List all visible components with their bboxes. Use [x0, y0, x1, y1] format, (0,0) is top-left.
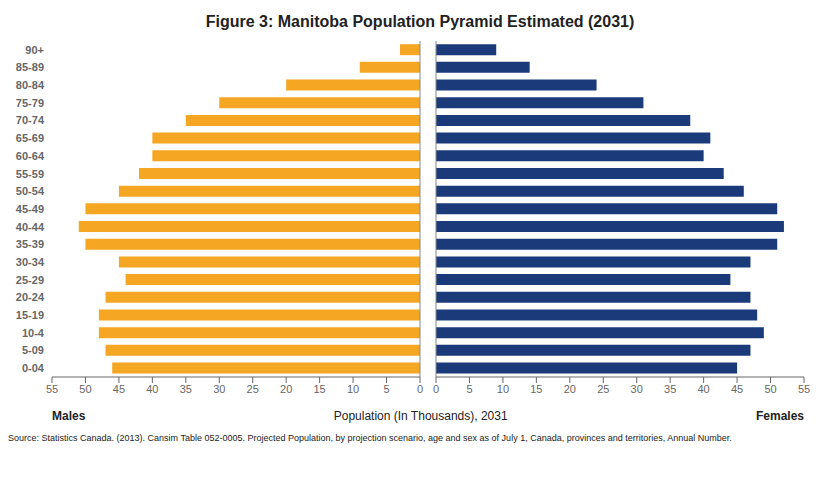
- svg-text:50: 50: [79, 383, 91, 395]
- html-text:Figure 3: Manitoba Population: Figure 3: Manitoba Population Pyramid Es…: [205, 13, 635, 30]
- svg-text:5: 5: [383, 383, 389, 395]
- svg-text:10: 10: [347, 383, 359, 395]
- svg-text:15-19: 15-19: [16, 309, 44, 321]
- html-text:Females: Females: [756, 409, 804, 423]
- svg-text:50: 50: [764, 383, 776, 395]
- svg-text:55: 55: [798, 383, 810, 395]
- svg-text:20: 20: [564, 383, 576, 395]
- svg-text:20-24: 20-24: [16, 291, 45, 303]
- svg-text:20: 20: [280, 383, 292, 395]
- html-text:Population (In Thousands), 203: Population (In Thousands), 2031: [333, 409, 508, 423]
- svg-text:40: 40: [698, 383, 710, 395]
- svg-text:90+: 90+: [25, 44, 44, 56]
- svg-text:55: 55: [46, 383, 58, 395]
- svg-text:25: 25: [597, 383, 609, 395]
- svg-text:45: 45: [731, 383, 743, 395]
- svg-text:25: 25: [247, 383, 259, 395]
- svg-text:15: 15: [530, 383, 542, 395]
- svg-text:35: 35: [180, 383, 192, 395]
- svg-text:10: 10: [497, 383, 509, 395]
- svg-text:50-54: 50-54: [16, 185, 45, 197]
- svg-text:70-74: 70-74: [16, 114, 45, 126]
- svg-text:65-69: 65-69: [16, 132, 44, 144]
- svg-text:0: 0: [417, 383, 423, 395]
- svg-text:40-44: 40-44: [16, 221, 45, 233]
- svg-text:30: 30: [631, 383, 643, 395]
- svg-text:35: 35: [664, 383, 676, 395]
- svg-text:45-49: 45-49: [16, 203, 44, 215]
- svg-text:40: 40: [146, 383, 158, 395]
- svg-text:55-59: 55-59: [16, 168, 44, 180]
- svg-text:75-79: 75-79: [16, 97, 44, 109]
- svg-text:45: 45: [113, 383, 125, 395]
- svg-text:30-34: 30-34: [16, 256, 45, 268]
- svg-text:5-09: 5-09: [22, 344, 44, 356]
- svg-text:35-39: 35-39: [16, 238, 44, 250]
- svg-text:0-04: 0-04: [22, 362, 45, 374]
- svg-text:10-4: 10-4: [22, 327, 45, 339]
- svg-text:60-64: 60-64: [16, 150, 45, 162]
- svg-text:25-29: 25-29: [16, 274, 44, 286]
- svg-text:5: 5: [466, 383, 472, 395]
- svg-text:80-84: 80-84: [16, 79, 45, 91]
- html-text:Males: Males: [52, 409, 86, 423]
- svg-text:30: 30: [213, 383, 225, 395]
- svg-text:15: 15: [314, 383, 326, 395]
- svg-text:0: 0: [433, 383, 439, 395]
- svg-text:85-89: 85-89: [16, 61, 44, 73]
- html-text:Source: Statistics Canada. (20: Source: Statistics Canada. (2013). Cansi…: [8, 433, 732, 443]
